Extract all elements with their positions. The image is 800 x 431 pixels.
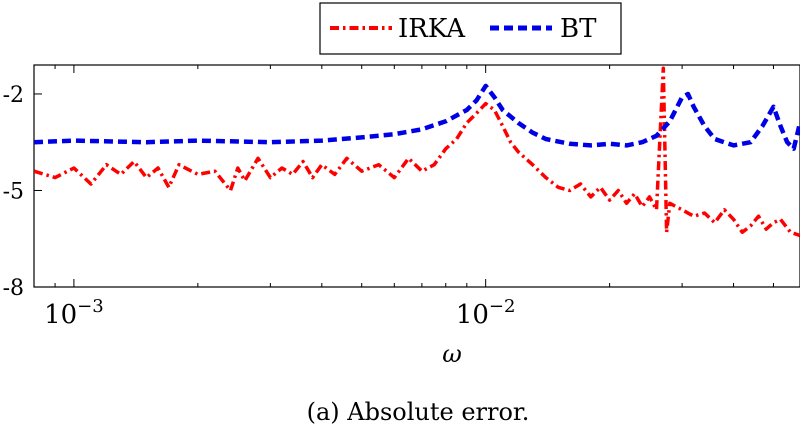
x-axis-ticks (33, 65, 774, 287)
x-tick-label: 10−2 (456, 296, 516, 330)
y-tick-label: -2 (3, 83, 24, 108)
legend-label-irka: IRKA (398, 14, 466, 44)
y-axis-tick-labels: -2 -5 -8 (3, 83, 24, 301)
x-axis-label: ω (442, 340, 462, 368)
series-line-irka (34, 66, 800, 238)
x-tick-label: 10−3 (44, 296, 104, 330)
y-axis-ticks (34, 93, 42, 288)
legend-label-bt: BT (560, 14, 597, 44)
figure-caption: (a) Absolute error. (307, 398, 530, 426)
series-line-bt (34, 83, 800, 151)
series-layer (34, 66, 800, 238)
plot-area (33, 64, 800, 288)
legend: IRKA BT (319, 2, 622, 55)
y-tick-label: -8 (3, 276, 24, 301)
y-tick-label: -5 (3, 179, 24, 204)
x-axis-tick-labels: 10−3 10−2 (44, 296, 515, 330)
